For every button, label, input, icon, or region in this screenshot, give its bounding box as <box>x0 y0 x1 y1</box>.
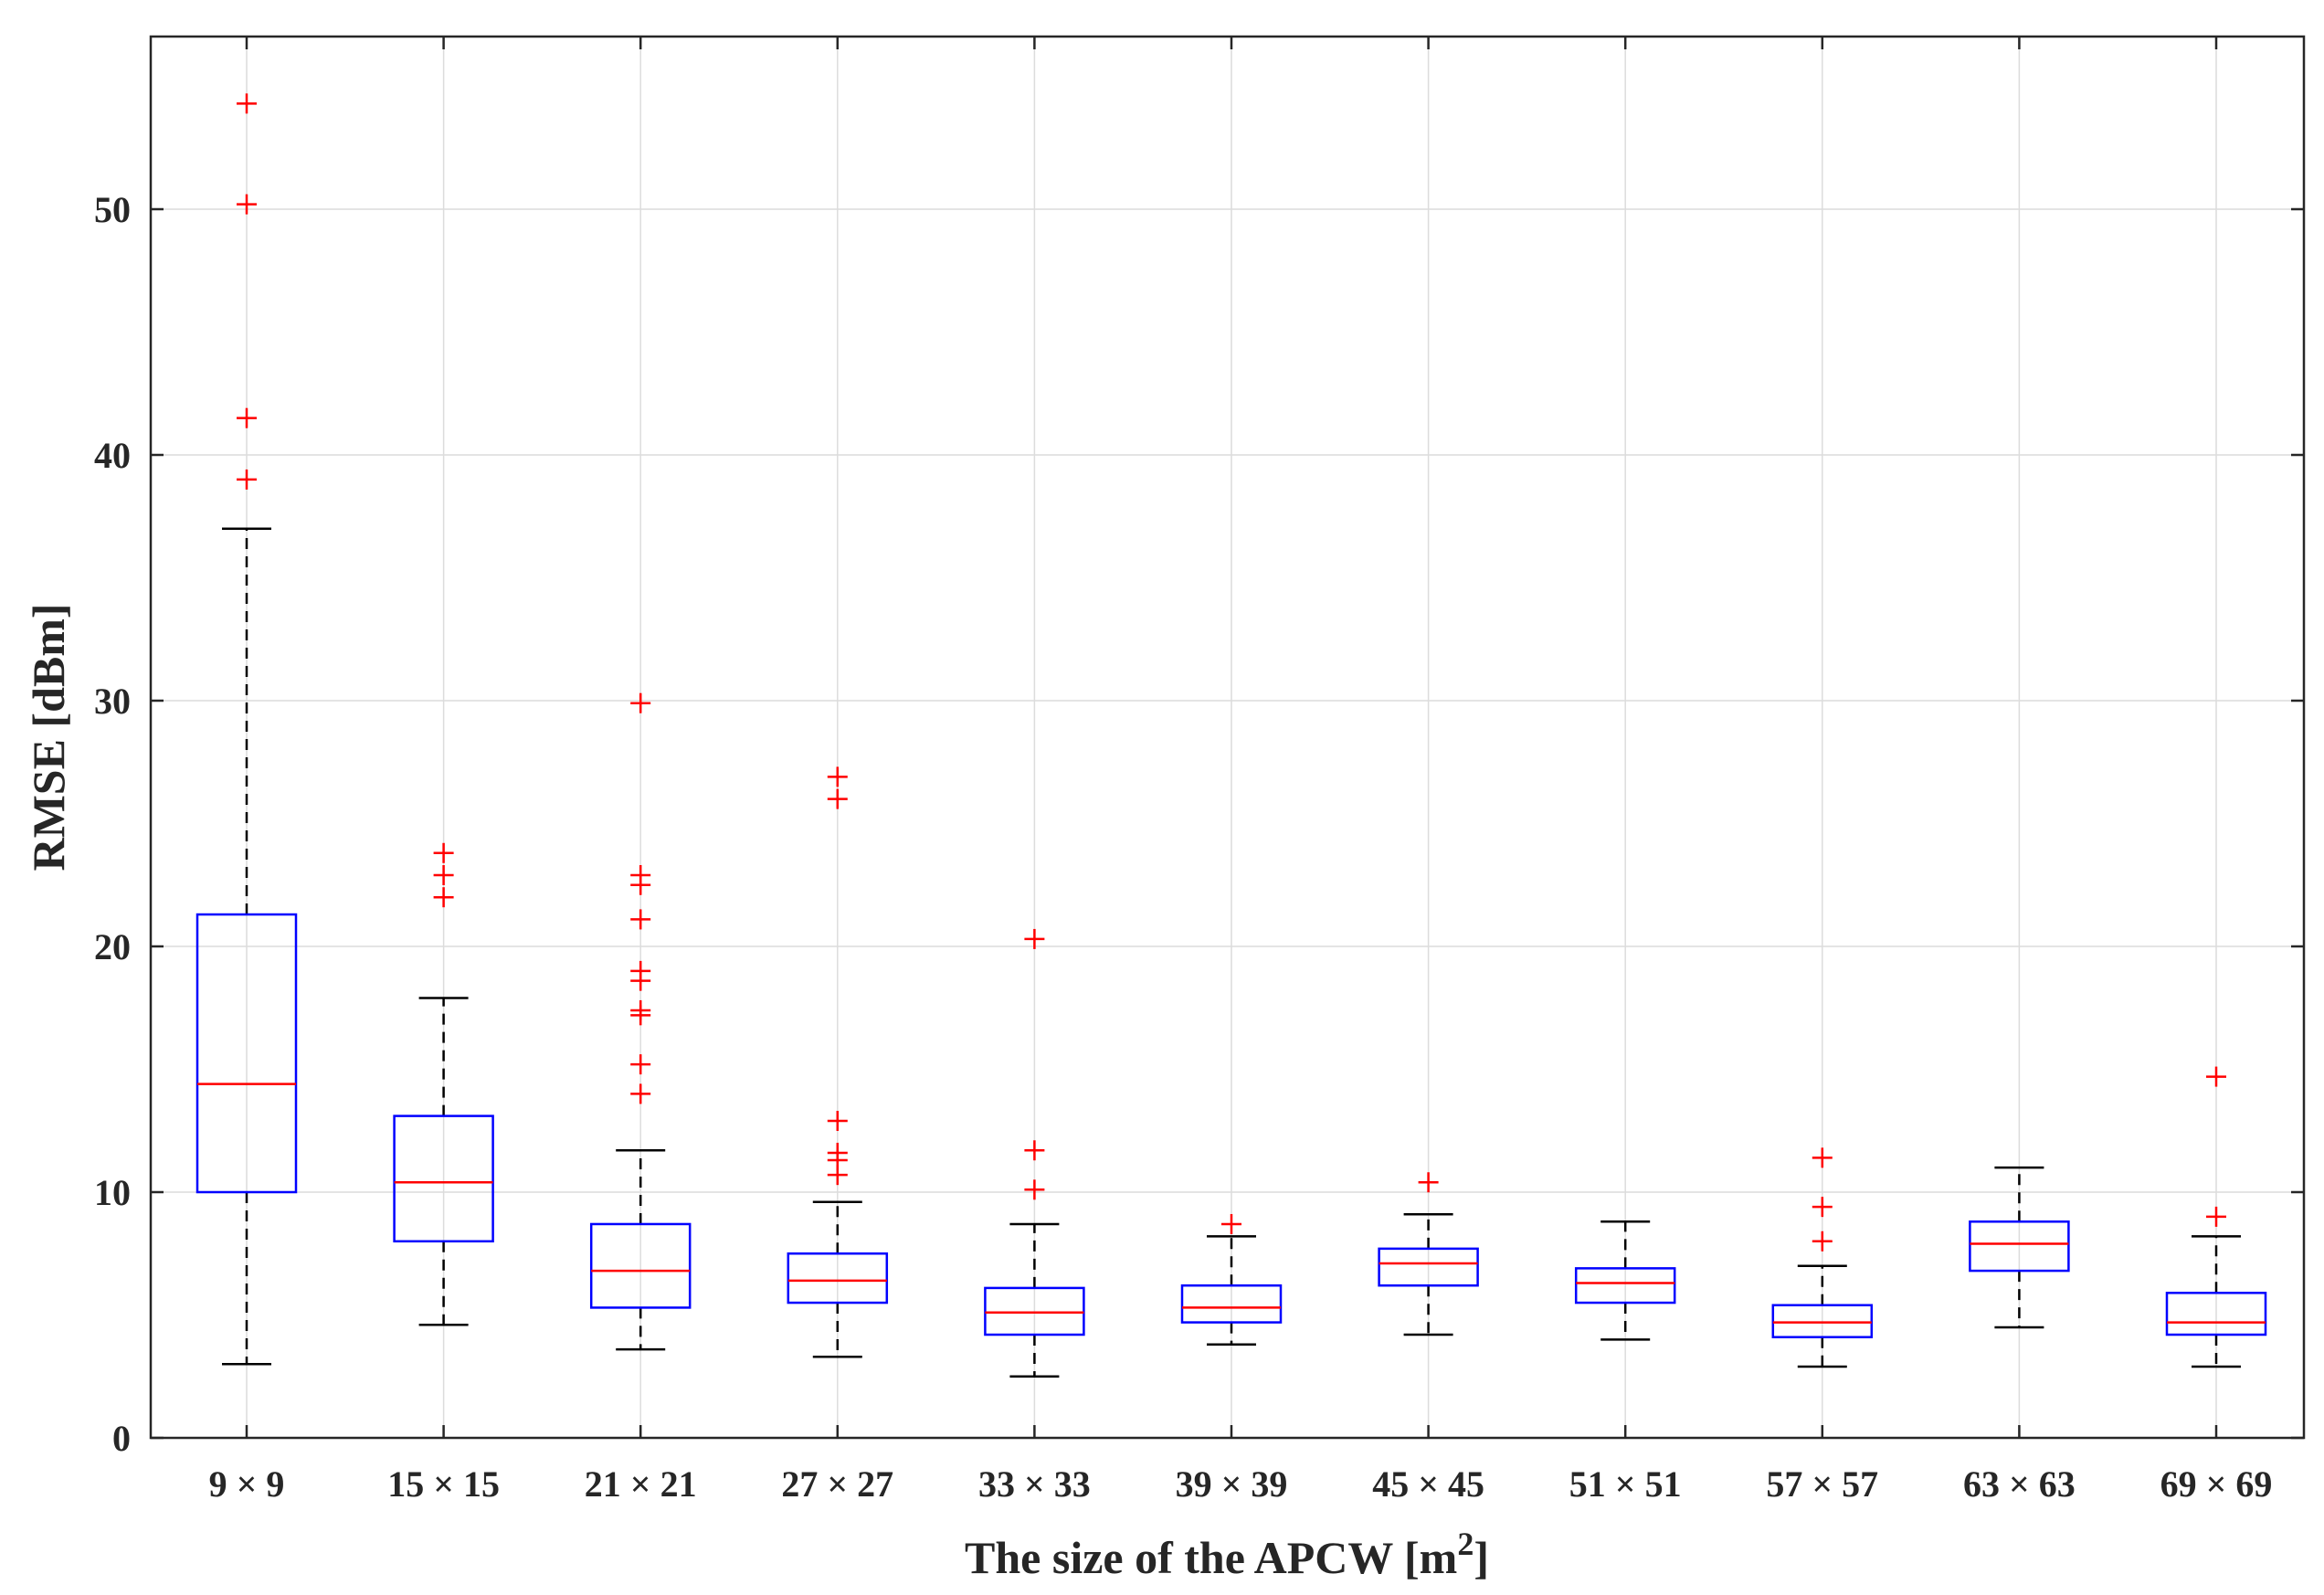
outlier-marker <box>1221 1213 1241 1234</box>
y-axis-label: RMSE [dBm] <box>23 603 74 871</box>
x-tick-label: 33 × 33 <box>978 1463 1091 1505</box>
outlier-marker <box>1418 1172 1439 1193</box>
x-tick-label: 15 × 15 <box>387 1463 500 1505</box>
outlier-marker <box>237 407 257 428</box>
outlier-marker <box>433 887 454 908</box>
outlier-marker <box>827 788 848 809</box>
x-axis-label-main: The size of the APCW [m <box>965 1532 1457 1583</box>
outlier-marker <box>630 874 651 895</box>
x-tick-label: 57 × 57 <box>1766 1463 1878 1505</box>
outlier-marker <box>237 93 257 114</box>
x-tick-label: 39 × 39 <box>1176 1463 1288 1505</box>
box <box>1771 1304 1874 1338</box>
outlier-marker <box>630 692 651 713</box>
box <box>1378 1247 1479 1287</box>
outlier-marker <box>1812 1147 1833 1168</box>
grid-layer <box>151 37 2304 1438</box>
outlier-marker <box>1024 1140 1045 1161</box>
box <box>1969 1220 2070 1273</box>
x-tick-label: 51 × 51 <box>1569 1463 1682 1505</box>
outlier-marker <box>827 1165 848 1186</box>
outlier-marker <box>630 1054 651 1075</box>
box <box>393 1114 494 1243</box>
outlier-marker <box>1812 1231 1833 1252</box>
outlier-marker <box>237 469 257 490</box>
outlier-marker <box>433 842 454 863</box>
box-layer <box>195 93 2267 1378</box>
x-tick-label: 27 × 27 <box>781 1463 893 1505</box>
y-tick-label: 30 <box>94 681 131 722</box>
box <box>1574 1267 1676 1305</box>
outlier-marker <box>827 766 848 787</box>
outlier-marker <box>630 909 651 930</box>
x-tick-label: 45 × 45 <box>1372 1463 1484 1505</box>
tick-layer: 0 10 20 30 40 50 9 × 9 15 × 15 21 × 21 27 × 27 33 … <box>94 37 2304 1505</box>
box <box>2165 1292 2267 1336</box>
x-axis-label-superscript: 2 <box>1457 1526 1474 1562</box>
y-tick-label: 50 <box>94 189 131 230</box>
x-tick-label: 9 × 9 <box>209 1463 285 1505</box>
plot-area-frame <box>149 35 2306 1440</box>
outlier-marker <box>1812 1197 1833 1218</box>
y-tick-label: 20 <box>94 926 131 967</box>
outlier-marker <box>827 1110 848 1131</box>
outlier-marker <box>1024 928 1045 949</box>
box <box>787 1252 889 1305</box>
x-axis-label: The size of the APCW [m2] <box>965 1526 1489 1583</box>
y-tick-label: 40 <box>94 435 131 476</box>
outlier-marker <box>433 864 454 885</box>
outlier-marker <box>630 1083 651 1104</box>
x-axis-label-close: ] <box>1474 1532 1489 1583</box>
y-tick-label: 0 <box>112 1418 131 1459</box>
outlier-marker <box>630 970 651 991</box>
outlier-marker <box>2206 1066 2226 1087</box>
box <box>195 913 298 1194</box>
box <box>984 1286 1085 1336</box>
box <box>1180 1283 1283 1324</box>
outlier-marker <box>630 1005 651 1026</box>
x-tick-label: 63 × 63 <box>1963 1463 2076 1505</box>
box <box>589 1222 692 1309</box>
outlier-marker <box>2206 1206 2226 1227</box>
x-tick-label: 69 × 69 <box>2160 1463 2273 1505</box>
x-tick-label: 21 × 21 <box>585 1463 697 1505</box>
outlier-marker <box>237 194 257 215</box>
y-tick-label: 10 <box>94 1172 131 1213</box>
outlier-marker <box>1024 1179 1045 1200</box>
